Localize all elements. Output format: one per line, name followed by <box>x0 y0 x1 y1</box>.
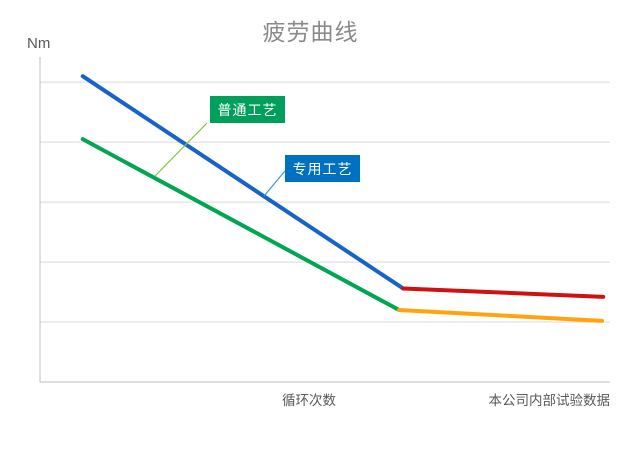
source-note: 本公司内部试验数据 <box>488 393 611 408</box>
series-line-segment <box>401 286 606 299</box>
y-axis-unit-label: Nm <box>27 35 51 52</box>
series-line-segment <box>397 308 605 323</box>
series-line-segment <box>80 74 406 291</box>
callout-leader-line <box>263 170 286 197</box>
chart-title: 疲劳曲线 <box>262 19 359 45</box>
callout-special-process-label: 专用工艺 <box>292 160 353 177</box>
callout-ordinary-process-label: 普通工艺 <box>217 101 278 118</box>
callout-leader-line <box>154 122 208 177</box>
x-axis-label: 循环次数 <box>282 393 336 408</box>
callout-ordinary-process: 普通工艺 <box>210 96 285 123</box>
series-line-segment <box>80 137 402 313</box>
callout-special-process: 专用工艺 <box>285 155 360 182</box>
